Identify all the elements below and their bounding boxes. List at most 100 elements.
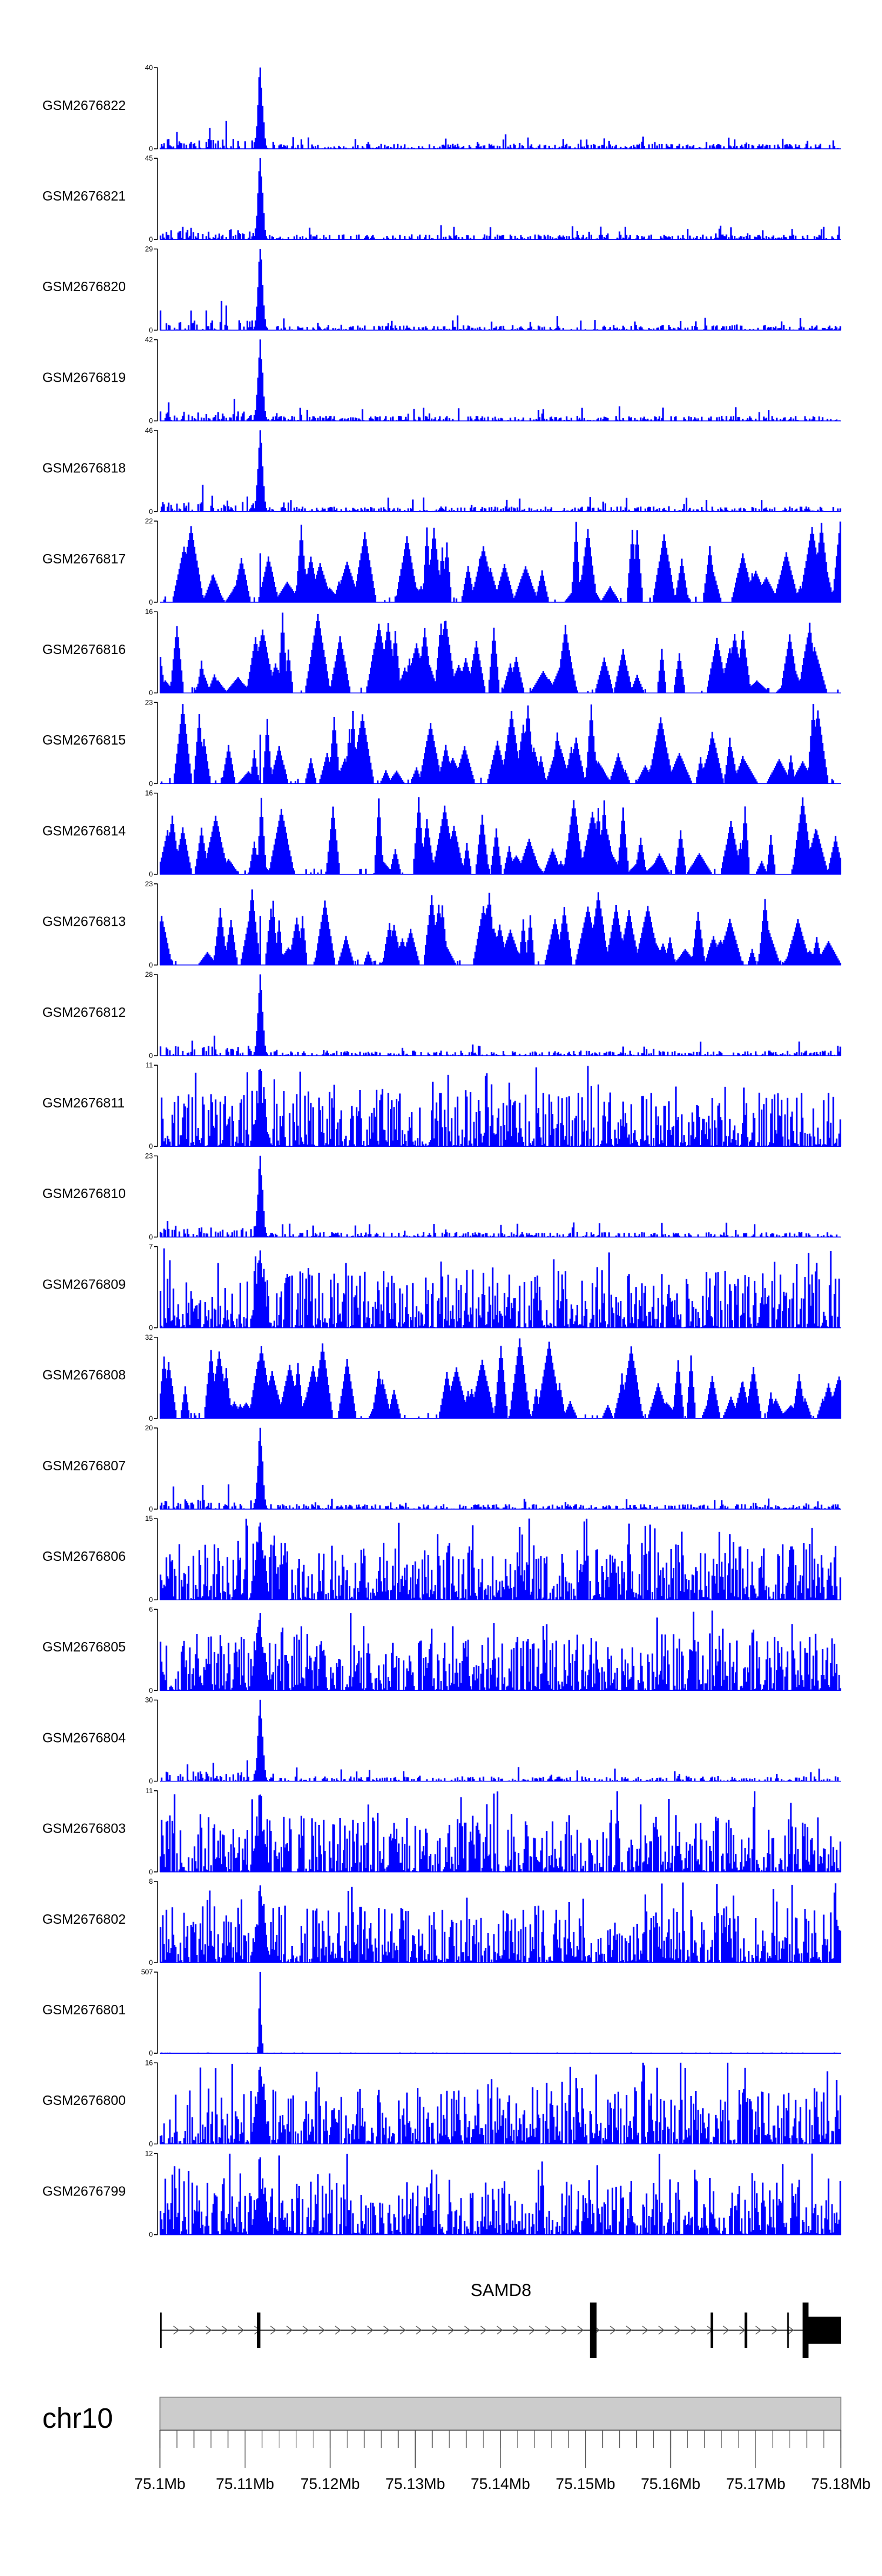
- y-min-label: 0: [149, 1686, 153, 1694]
- y-min-label: 0: [149, 1052, 153, 1060]
- strand-arrow: [642, 2325, 649, 2335]
- y-min-label: 0: [149, 1777, 153, 1786]
- track-gsm2676800: GSM2676800 16 0: [42, 2058, 841, 2148]
- y-max-label: 16: [145, 2058, 153, 2067]
- gene-model-track: SAMD8: [160, 2281, 841, 2358]
- track-label: GSM2676817: [42, 551, 126, 566]
- signal-area: [159, 889, 841, 966]
- strand-arrow: [626, 2325, 633, 2335]
- gene-label: SAMD8: [470, 2281, 531, 2300]
- y-max-label: 29: [145, 245, 153, 253]
- signal-area: [159, 1610, 841, 1691]
- track-gsm2676805: GSM2676805 6 0: [42, 1605, 841, 1694]
- track-label: GSM2676808: [42, 1367, 126, 1383]
- track-gsm2676808: GSM2676808 32 0: [42, 1333, 841, 1423]
- y-min-label: 0: [149, 1233, 153, 1241]
- signal-area: [159, 1248, 841, 1328]
- tick-label: 75.1Mb: [135, 2475, 186, 2492]
- strand-arrow: [189, 2325, 196, 2335]
- strand-arrow: [399, 2325, 406, 2335]
- tick-label: 75.11Mb: [216, 2475, 274, 2492]
- tick-label: 75.16Mb: [641, 2475, 700, 2492]
- y-max-label: 45: [145, 154, 153, 162]
- y-min-label: 0: [149, 598, 153, 606]
- track-label: GSM2676822: [42, 98, 126, 113]
- track-gsm2676803: GSM2676803 11 0: [42, 1787, 841, 1876]
- track-gsm2676816: GSM2676816 16 0: [42, 608, 841, 697]
- tick-label: 75.17Mb: [726, 2475, 786, 2492]
- y-min-label: 0: [149, 2049, 153, 2057]
- signal-area: [159, 1882, 841, 1963]
- y-min-label: 0: [149, 145, 153, 153]
- strand-arrow: [173, 2325, 180, 2335]
- strand-arrow: [238, 2325, 245, 2335]
- strand-arrow: [561, 2325, 568, 2335]
- y-max-label: 7: [149, 1243, 153, 1251]
- strand-arrow: [302, 2325, 309, 2335]
- track-gsm2676804: GSM2676804 30 0: [42, 1696, 841, 1786]
- signal-area: [160, 1066, 841, 1147]
- track-label: GSM2676821: [42, 188, 126, 203]
- signal-area: [160, 430, 841, 512]
- track-label: GSM2676814: [42, 823, 126, 838]
- exon: [710, 2313, 713, 2348]
- strand-arrow: [658, 2325, 665, 2335]
- signal-area: [159, 2153, 841, 2235]
- strand-arrow: [319, 2325, 325, 2335]
- track-gsm2676807: GSM2676807 20 0: [42, 1424, 841, 1513]
- strand-arrow: [205, 2325, 212, 2335]
- signal-area: [159, 1971, 841, 2054]
- y-max-label: 46: [145, 426, 153, 435]
- y-max-label: 20: [145, 1424, 153, 1432]
- tick-label: 75.14Mb: [470, 2475, 530, 2492]
- strand-arrow: [335, 2325, 342, 2335]
- exon: [160, 2313, 162, 2348]
- y-max-label: 40: [145, 64, 153, 72]
- y-min-label: 0: [149, 2231, 153, 2239]
- signal-area: [159, 797, 841, 875]
- strand-arrow: [674, 2325, 681, 2335]
- tick-label: 75.15Mb: [556, 2475, 615, 2492]
- track-label: GSM2676805: [42, 1639, 126, 1654]
- strand-arrow: [270, 2325, 277, 2335]
- signal-tracks: GSM2676822400GSM2676821450GSM2676820290G…: [42, 64, 841, 2239]
- y-min-label: 0: [149, 1324, 153, 1332]
- track-label: GSM2676815: [42, 732, 126, 748]
- track-gsm2676806: GSM2676806 15 0: [42, 1514, 841, 1604]
- y-min-label: 0: [149, 235, 153, 243]
- y-min-label: 0: [149, 870, 153, 879]
- strand-arrow: [351, 2325, 358, 2335]
- y-min-label: 0: [149, 1958, 153, 1967]
- y-max-label: 23: [145, 880, 153, 888]
- signal-area: [160, 1700, 841, 1781]
- exon: [744, 2313, 747, 2348]
- y-min-label: 0: [149, 508, 153, 516]
- track-gsm2676821: GSM2676821 45 0: [42, 154, 841, 243]
- track-label: GSM2676806: [42, 1549, 126, 1564]
- signal-area: [159, 1338, 841, 1419]
- strand-arrow: [787, 2325, 794, 2335]
- track-label: GSM2676819: [42, 369, 126, 385]
- y-min-label: 0: [149, 417, 153, 425]
- strand-arrow: [529, 2325, 536, 2335]
- track-gsm2676820: GSM2676820 29 0: [42, 245, 841, 334]
- strand-arrow: [610, 2325, 616, 2335]
- track-gsm2676814: GSM2676814 16 0: [42, 789, 841, 879]
- track-gsm2676802: GSM2676802 8 0: [42, 1877, 841, 1967]
- y-max-label: 22: [145, 517, 153, 525]
- y-min-label: 0: [149, 779, 153, 788]
- signal-area: [159, 974, 841, 1056]
- track-gsm2676812: GSM2676812 28 0: [42, 970, 841, 1060]
- track-gsm2676818: GSM2676818 46 0: [42, 426, 841, 516]
- strand-arrow: [545, 2325, 552, 2335]
- chromosome-axis-track: chr10 75.1Mb 75.11Mb 75.12Mb 75.13Mb 75.14Mb 7…: [42, 2397, 871, 2492]
- y-max-label: 6: [149, 1605, 153, 1613]
- y-min-label: 0: [149, 326, 153, 334]
- strand-arrow: [577, 2325, 584, 2335]
- signal-area: [160, 521, 841, 603]
- y-min-label: 0: [149, 1505, 153, 1513]
- strand-arrow: [432, 2325, 439, 2335]
- strand-arrow: [513, 2325, 519, 2335]
- track-gsm2676815: GSM2676815 23 0: [42, 698, 841, 788]
